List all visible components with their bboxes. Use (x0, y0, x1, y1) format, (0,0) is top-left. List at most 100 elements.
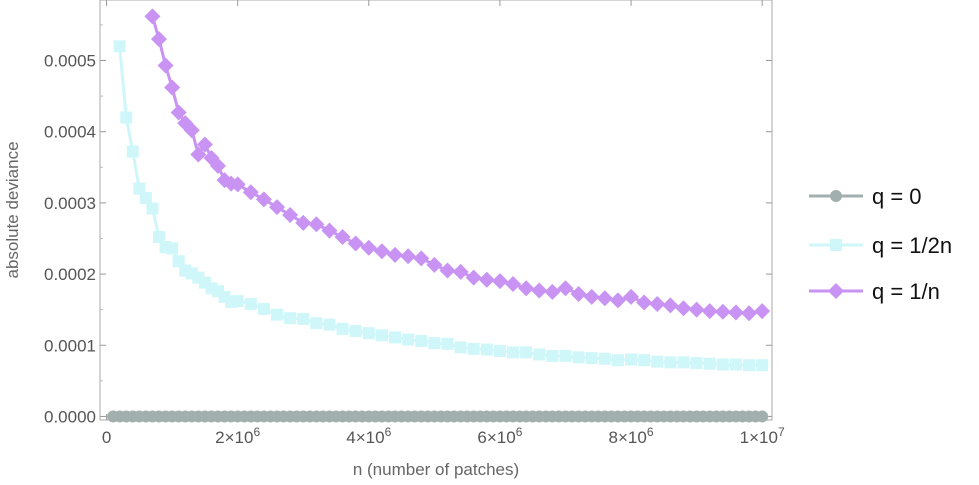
legend-item-2: q = 1/n (809, 279, 940, 304)
data-point (675, 300, 692, 317)
data-point (183, 122, 200, 139)
data-point (387, 246, 404, 263)
data-point (531, 282, 548, 299)
data-point (544, 283, 561, 300)
data-point (362, 327, 375, 340)
data-point (360, 239, 377, 256)
data-point (756, 410, 769, 423)
series-layer (107, 8, 771, 423)
data-point (257, 302, 270, 315)
data-point (157, 57, 174, 74)
data-point (428, 337, 441, 350)
data-point (153, 231, 166, 244)
data-point (172, 255, 185, 268)
data-point (151, 31, 168, 48)
data-point (533, 348, 546, 361)
data-point (426, 256, 443, 273)
data-point (520, 346, 533, 359)
data-point (269, 199, 286, 216)
data-point (400, 248, 417, 265)
legend: q = 0 q = 1/2n q = 1/n (809, 184, 952, 304)
data-point (716, 358, 729, 371)
data-point (347, 235, 364, 252)
data-point (133, 182, 146, 195)
data-point (493, 344, 506, 357)
data-point (465, 269, 482, 286)
data-point (271, 308, 284, 321)
data-point (323, 318, 336, 331)
series-0 (107, 410, 769, 423)
data-point (596, 290, 613, 307)
data-point (727, 304, 744, 321)
data-point (120, 111, 133, 124)
data-point (336, 322, 349, 335)
data-point (229, 176, 246, 193)
data-point (308, 216, 325, 233)
data-point (688, 301, 705, 318)
data-point (546, 349, 559, 362)
y-tick-label: 0.0005 (44, 52, 96, 71)
data-point (754, 303, 771, 320)
legend-item-0: q = 0 (809, 184, 922, 209)
data-point (572, 351, 585, 364)
data-point (611, 354, 624, 367)
data-point (139, 191, 152, 204)
data-point (636, 294, 653, 311)
data-point (649, 295, 666, 312)
data-point (284, 312, 297, 325)
data-point (170, 104, 187, 121)
data-point (244, 297, 257, 310)
data-point (441, 337, 454, 350)
data-point (557, 280, 574, 297)
data-point (242, 184, 259, 201)
data-point (349, 325, 362, 338)
data-point (729, 358, 742, 371)
data-point (297, 312, 310, 325)
data-point (585, 352, 598, 365)
data-point (598, 352, 611, 365)
data-point (664, 356, 677, 369)
legend-marker (830, 190, 842, 202)
data-point (190, 146, 207, 163)
x-tick-label: 8×106 (609, 425, 654, 447)
legend-marker (830, 239, 842, 251)
data-point (701, 303, 718, 320)
legend-label: q = 1/2n (872, 233, 952, 258)
data-point (413, 250, 430, 267)
data-point (415, 334, 428, 347)
legend-marker (828, 283, 844, 299)
y-tick-label: 0.0001 (44, 336, 96, 355)
data-point (625, 353, 638, 366)
data-point (146, 202, 159, 215)
data-point (255, 191, 272, 208)
data-point (282, 206, 299, 223)
data-point (389, 331, 402, 344)
y-tick-label: 0.0003 (44, 194, 96, 213)
data-point (559, 349, 572, 362)
x-tick-label: 4×106 (346, 425, 391, 447)
axis-ticks: 0 2×106 4×106 6×106 8×106 1×107 0.0000 0.0001 0.… (44, 0, 785, 447)
data-point (210, 157, 227, 174)
data-point (714, 303, 731, 320)
data-point (677, 356, 690, 369)
y-tick-label: 0.0002 (44, 265, 96, 284)
data-point (623, 288, 640, 305)
legend-label: q = 0 (872, 184, 922, 209)
data-point (467, 342, 480, 355)
data-point (507, 346, 520, 359)
data-point (505, 276, 522, 293)
data-point (480, 343, 493, 356)
data-point (454, 341, 467, 354)
data-point (231, 295, 244, 308)
x-tick-label: 0 (102, 428, 111, 447)
data-point (373, 243, 390, 260)
data-point (518, 280, 535, 297)
x-tick-label: 2×106 (215, 425, 260, 447)
data-point (196, 136, 213, 153)
data-point (321, 222, 338, 239)
data-point (743, 359, 756, 372)
data-point (609, 292, 626, 309)
data-point (690, 357, 703, 370)
data-point (126, 145, 139, 158)
